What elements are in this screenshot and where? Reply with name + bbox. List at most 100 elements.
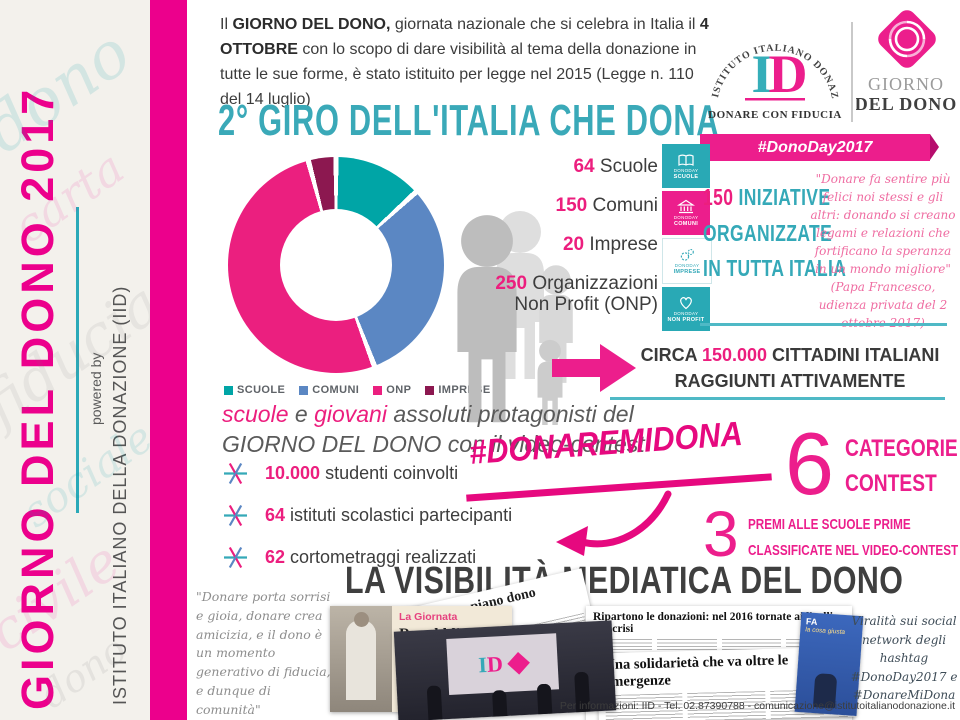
giorno-del-dono-logo: GIORNO DEL DONO (856, 10, 956, 114)
asterisk-icon (224, 462, 247, 484)
protag-text: assoluti protagonisti del (386, 401, 634, 427)
quote-text: "Donare fa sentire più felici noi stessi… (810, 172, 956, 276)
participation-stats: 64 Scuole 150 Comuni 20 Imprese 250 Orga… (440, 156, 658, 333)
tv-id-d: D (486, 651, 504, 677)
stat-label: Scuole (594, 156, 658, 177)
legend-swatch (373, 385, 383, 395)
legend-label: SCUOLE (237, 384, 286, 396)
reach-value: 150.000 (701, 345, 768, 365)
protag-highlight: giovani (314, 401, 387, 427)
iid-tagline: DONARE CON FIDUCIA (708, 109, 842, 121)
badge-comuni: DONODAY COMUNI (662, 191, 710, 235)
mattarella-quote: "Donare porta sorrisi e gioia, donare cr… (196, 588, 338, 720)
badge-label: COMUNI (673, 221, 699, 227)
intro-paragraph: Il GIORNO DEL DONO, giornata nazionale c… (220, 12, 712, 112)
donoday-ribbon: #DonoDay2017 (700, 134, 939, 161)
iid-logo: ISTITUTO ITALIANO DONAZIONE I D DONARE C… (700, 6, 842, 121)
reach-line2: RAGGIUNTI ATTIVAMENTE (674, 371, 906, 392)
contest-text: CONTEST (845, 469, 937, 497)
badge-top-label: DONODAY (673, 311, 699, 316)
social-virality-note: Viralità sui social network degli hashta… (850, 614, 958, 703)
protag-text: e (288, 401, 315, 427)
contest-number-3: 3 (703, 498, 739, 570)
intro-text: con lo scopo di dare visibilità al tema … (220, 41, 697, 109)
legend-item-onp: ONP (373, 384, 411, 396)
bullet-value: 62 (265, 546, 286, 567)
stat-value: 64 (573, 156, 595, 177)
protagonists-text: scuole e giovani assoluti protagonisti d… (222, 400, 645, 460)
stat-label: Comuni (587, 194, 658, 216)
initiatives-callout: 150 INIZIATIVE ORGANIZZATE IN TUTTA ITAL… (703, 180, 846, 287)
bullet-studenti: 10.000 studenti coinvolti (222, 452, 512, 494)
book-icon (678, 154, 694, 166)
asterisk-icon (224, 546, 247, 568)
badge-top-label: DONODAY (674, 262, 700, 268)
bullet-label: cortometraggi realizzati (290, 546, 477, 567)
iid-underline (745, 98, 805, 101)
reach-text: CITTADINI ITALIANI (767, 345, 940, 365)
protag-highlight: scuole (222, 401, 289, 427)
footer-contact-info: Per informazioni: IID - Tel. 02.87390788… (559, 700, 955, 712)
donut-chart (228, 157, 444, 373)
initiatives-word: ORGANIZZATE (703, 219, 833, 246)
badge-scuole: DONODAY SCUOLE (662, 144, 710, 188)
stat-label: Imprese (584, 233, 658, 255)
badge-label: SCUOLE (673, 173, 699, 180)
quote-text: "Donare porta sorrisi e gioia, donare cr… (196, 589, 331, 717)
separator-line-bottom (610, 397, 945, 400)
tv-diamond-icon (507, 651, 531, 675)
pope-quote: "Donare fa sentire più felici noi stessi… (808, 170, 958, 332)
separator-line-top (700, 323, 947, 326)
bank-icon (677, 199, 695, 214)
stat-value: 20 (562, 233, 585, 255)
protag-line2: GIORNO DEL DONO con il video-contest (222, 430, 645, 457)
initiatives-word: IN TUTTA ITALIA (703, 255, 847, 282)
gears-icon (680, 248, 694, 261)
legend-item-comuni: COMUNI (299, 384, 359, 396)
heart-icon (680, 297, 692, 310)
premi-text-line2: CLASSIFICATE NEL VIDEO-CONTEST (748, 542, 959, 560)
sidebar: GIORNO DEL DONO 2017 powered by ISTITUTO… (0, 0, 150, 720)
stat-onp: 250 Organizzazioni Non Profit (ONP) (440, 273, 658, 317)
media-section-title: LA VISIBILITÀ MEDIATICA DEL DONO (345, 560, 904, 602)
badge-imprese: DONODAY IMPRESE (662, 238, 712, 284)
reach-callout: CIRCA 150.000 CITTADINI ITALIANI RAGGIUN… (622, 342, 958, 394)
legend-swatch (224, 385, 233, 395)
categorie-text: CATEGORIE (845, 435, 958, 462)
gdd-diamond-icon (878, 10, 936, 68)
clipping-kicker: La Giornata (399, 611, 458, 623)
bullet-value: 10.000 (265, 462, 321, 483)
badge-label: NON PROFIT (667, 317, 705, 323)
section-title-giro: 2° GIRO DELL'ITALIA CHE DONA (218, 96, 720, 145)
legend-label: ONP (386, 384, 412, 396)
gdd-text-giorno: GIORNO (868, 74, 944, 94)
stat-value: 250 (495, 272, 528, 294)
asterisk-icon (224, 504, 247, 526)
stat-scuole: 64 Scuole (440, 156, 658, 178)
stat-label-line2: Non Profit (ONP) (514, 294, 658, 316)
iid-monogram-i: I (751, 44, 772, 104)
video-contest-bullets: 10.000 studenti coinvolti 64 istituti scol… (222, 452, 512, 578)
gdd-text-deldono: DEL DONO (856, 94, 956, 114)
contest-categorie-label: CATEGORIE CONTEST (845, 432, 958, 502)
stat-comuni: 150 Comuni (440, 195, 658, 217)
bullet-label: studenti coinvolti (325, 462, 459, 483)
donoday-hashtag: #DonoDay2017 (757, 138, 873, 156)
reach-line1: CIRCA 150.000 CITTADINI ITALIANI (622, 342, 958, 368)
initiatives-value: 150 (703, 184, 734, 210)
reach-text: CIRCA (640, 345, 702, 365)
bullet-istituti: 64 istituti scolastici partecipanti (222, 494, 512, 536)
badge-label: IMPRESE (673, 268, 701, 275)
right-arrow-icon (552, 344, 636, 392)
intro-text: Il (220, 16, 233, 33)
initiatives-word: INIZIATIVE (733, 184, 831, 210)
legend-item-scuole: SCUOLE (224, 384, 285, 396)
pope-photo (330, 606, 392, 712)
stat-value: 150 (555, 194, 588, 216)
contest-premi-label: PREMI ALLE SCUOLE PRIME CLASSIFICATE NEL… (748, 512, 958, 565)
donut-hole (280, 209, 392, 321)
bullet-cortometraggi: 62 cortometraggi realizzati (222, 536, 512, 578)
stat-imprese: 20 Imprese (440, 234, 658, 256)
legend-swatch (425, 385, 435, 395)
